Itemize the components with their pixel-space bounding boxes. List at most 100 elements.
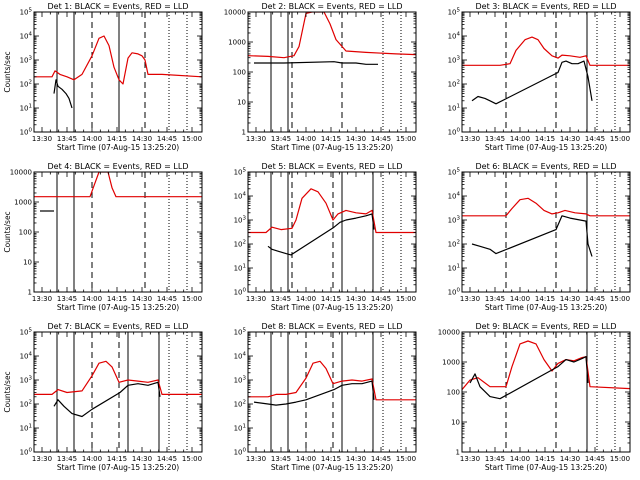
y-tick-label: 101 (20, 104, 32, 113)
plot-frame (461, 331, 631, 453)
y-tick-label: 104 (448, 192, 461, 201)
lld-series-line (34, 172, 202, 198)
series (462, 36, 630, 105)
x-axis-label: Start Time (07-Aug-15 13:25:20) (485, 143, 607, 152)
marker-lines (505, 332, 616, 452)
panel-det-6: Det 6: BLACK = Events, RED = LLD 100 101 10… (448, 162, 631, 312)
x-tick-label: 14:00 (510, 295, 530, 303)
x-axis-label: Start Time (07-Aug-15 13:25:20) (485, 463, 607, 472)
events-series-line (469, 356, 589, 400)
y-tick-label: 1 (242, 129, 246, 137)
events-series-line (471, 215, 593, 257)
plot-frame (33, 11, 203, 133)
x-tick-label: 13:30 (246, 135, 266, 143)
y-tick-label: 10 (451, 419, 460, 427)
x-tick-label: 14:15 (535, 295, 555, 303)
x-tick-label: 14:45 (371, 455, 391, 463)
y-tick-label: 102 (448, 240, 460, 249)
panel-title: Det 1: BLACK = Events, RED = LLD (48, 2, 189, 11)
lld-series-line (462, 36, 630, 66)
y-tick-label: 10000 (224, 9, 246, 17)
y-tick-label: 102 (20, 400, 32, 409)
series (462, 197, 630, 257)
x-tick-label: 13:30 (32, 295, 52, 303)
x-tick-label: 15:00 (396, 455, 416, 463)
x-tick-label: 15:00 (610, 455, 630, 463)
y-tick-label: 105 (234, 168, 247, 177)
x-tick-label: 13:45 (57, 295, 77, 303)
x-axis-label: Start Time (07-Aug-15 13:25:20) (271, 143, 393, 152)
x-tick-label: 14:15 (107, 295, 127, 303)
marker-lines (505, 172, 616, 292)
x-tick-label: 14:00 (296, 135, 316, 143)
x-axis-label: Start Time (07-Aug-15 13:25:20) (271, 303, 393, 312)
y-tick-label: 1000 (14, 199, 32, 207)
y-tick-label: 100 (20, 448, 33, 457)
y-tick-label: 1000 (228, 39, 246, 47)
x-tick-label: 13:30 (460, 295, 480, 303)
x-tick-label: 14:30 (560, 455, 580, 463)
y-tick-label: 102 (448, 80, 460, 89)
x-tick-label: 13:30 (246, 455, 266, 463)
x-tick-label: 13:30 (32, 455, 52, 463)
y-tick-label: 103 (234, 216, 247, 225)
x-tick-label: 14:45 (157, 455, 177, 463)
x-tick-label: 15:00 (610, 135, 630, 143)
marker-lines (270, 12, 402, 132)
y-tick-label: 1 (28, 289, 32, 297)
x-tick-label: 13:45 (271, 135, 291, 143)
y-tick-label: 104 (20, 32, 33, 41)
x-axis-label: Start Time (07-Aug-15 13:25:20) (271, 463, 393, 472)
y-tick-label: 100 (234, 288, 247, 297)
lld-series-line (34, 35, 202, 85)
y-tick-label: 100 (20, 128, 33, 137)
lld-series-line (248, 360, 416, 401)
y-tick-label: 104 (20, 352, 33, 361)
x-tick-label: 15:00 (182, 135, 202, 143)
y-tick-label: 104 (234, 192, 247, 201)
panel-det-1: Det 1: BLACK = Events, RED = LLD 100 101 10… (3, 2, 203, 152)
x-tick-label: 14:30 (346, 295, 366, 303)
panel-title: Det 7: BLACK = Events, RED = LLD (48, 322, 189, 331)
y-tick-label: 101 (448, 264, 460, 273)
x-tick-label: 13:30 (460, 455, 480, 463)
y-tick-label: 105 (448, 168, 461, 177)
x-tick-label: 14:45 (585, 455, 605, 463)
panel-det-2: Det 2: BLACK = Events, RED = LLD 1 10 100 10… (224, 2, 417, 152)
y-tick-label: 10 (23, 259, 32, 267)
x-tick-label: 14:15 (107, 135, 127, 143)
y-tick-label: 105 (20, 328, 33, 337)
y-tick-label: 10000 (438, 329, 460, 337)
series (248, 188, 416, 256)
y-tick-label: 101 (20, 424, 32, 433)
series (248, 360, 416, 406)
plot-frame (33, 331, 203, 453)
y-tick-label: 104 (448, 32, 461, 41)
series (34, 35, 202, 109)
y-tick-label: 103 (448, 56, 461, 65)
x-axis-label: Start Time (07-Aug-15 13:25:20) (57, 143, 179, 152)
y-tick-label: 100 (448, 128, 461, 137)
lld-series-line (462, 340, 630, 390)
x-tick-label: 13:45 (271, 295, 291, 303)
lld-series-line (248, 188, 416, 234)
y-tick-label: 100 (233, 69, 246, 77)
lld-series-line (34, 360, 202, 395)
y-tick-label: 100 (19, 229, 32, 237)
plot-frame (247, 171, 417, 293)
events-series-line (53, 381, 161, 418)
panel-det-7: Det 7: BLACK = Events, RED = LLD 100 101 10… (3, 322, 203, 472)
y-tick-label: 104 (234, 352, 247, 361)
events-series-line (267, 213, 375, 256)
y-tick-label: 103 (234, 376, 247, 385)
x-tick-label: 15:00 (182, 455, 202, 463)
y-tick-label: 102 (234, 240, 246, 249)
lld-series-line (248, 12, 416, 59)
x-tick-label: 14:45 (157, 135, 177, 143)
panel-title: Det 6: BLACK = Events, RED = LLD (476, 162, 617, 171)
y-tick-label: 1 (456, 449, 460, 457)
y-tick-label: 101 (448, 104, 460, 113)
x-tick-label: 14:30 (132, 135, 152, 143)
series (248, 12, 416, 65)
x-tick-label: 14:30 (346, 135, 366, 143)
